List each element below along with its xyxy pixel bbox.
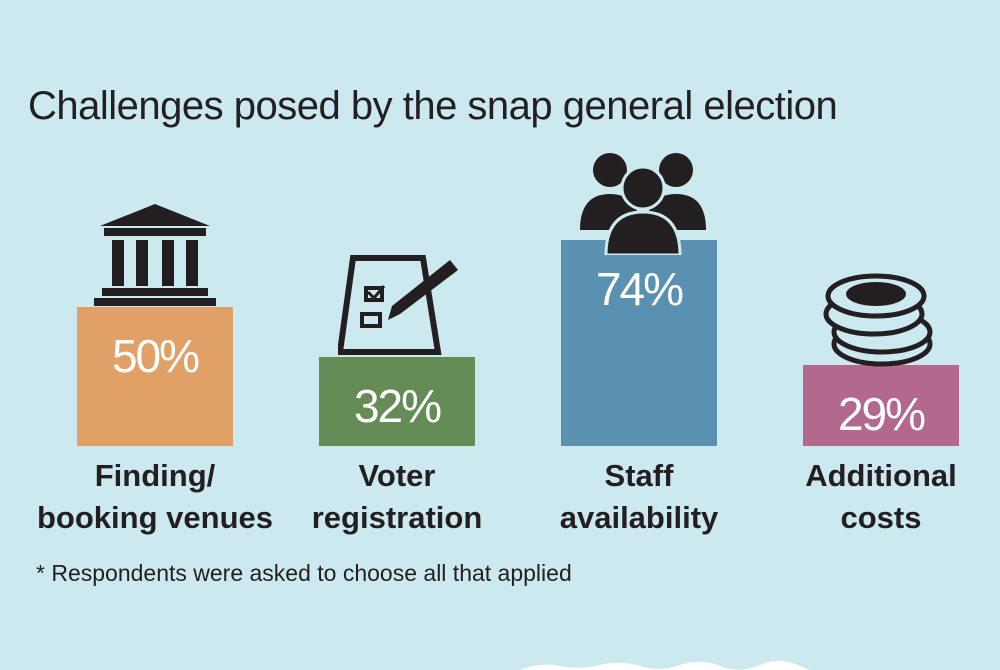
building-columns-icon [90, 200, 220, 315]
category-label-line: Additional [805, 458, 957, 493]
category-label: Voter registration [277, 455, 517, 539]
category-label-line: Staff [604, 458, 674, 493]
chart-title: Challenges posed by the snap general ele… [28, 84, 838, 128]
coin-stack-icon [820, 270, 940, 375]
category-label: Finding/booking venues [35, 455, 275, 539]
data-label: 50% [111, 330, 200, 382]
category-label: Staff availability [519, 455, 759, 539]
category-label-line: Finding/ [94, 458, 216, 493]
category-label-line: costs [840, 500, 922, 535]
category-label-line: registration [311, 500, 483, 535]
decorative-wave [520, 660, 840, 670]
bar [319, 357, 475, 446]
category-label-line: availability [559, 500, 719, 535]
category-label-line: Voter [358, 458, 436, 493]
footnote: * Respondents were asked to choose all t… [36, 560, 572, 586]
people-group-icon [578, 150, 708, 260]
bar [561, 240, 717, 446]
category-label: Additional costs [761, 455, 1000, 539]
data-label: 32% [353, 380, 442, 433]
data-label: 74% [595, 263, 684, 316]
bar [803, 365, 959, 446]
data-label: 29% [837, 388, 926, 441]
bar [77, 307, 233, 446]
category-label-line: booking venues [37, 500, 273, 535]
ballot-box-icon [336, 250, 468, 365]
